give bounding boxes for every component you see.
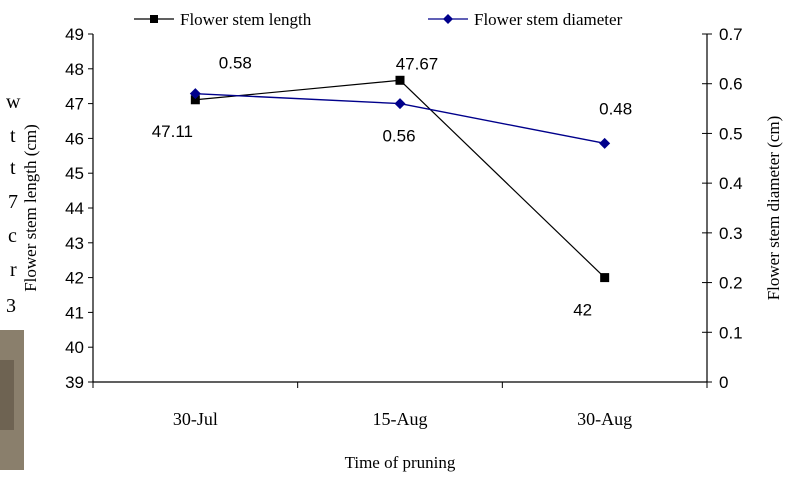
x-category-label: 30-Jul [173, 409, 218, 429]
data-point-stem-diameter [599, 137, 611, 149]
series-markers-stem-length [190, 75, 610, 283]
data-label-stem-diameter: 0.56 [382, 127, 415, 146]
legend-marker-square-icon [150, 15, 158, 23]
right-y-tick-label: 0.1 [719, 323, 743, 342]
background-photo-shade [0, 360, 14, 430]
data-label-stem-diameter: 0.48 [599, 99, 632, 118]
background-letter: w [6, 91, 21, 113]
data-labels: 47.11 47.67 42 0.58 0.56 0.48 [152, 54, 633, 320]
right-y-tick-label: 0.5 [719, 124, 743, 143]
x-category-label: 15-Aug [373, 409, 428, 429]
data-point-stem-diameter [189, 88, 201, 100]
right-y-ticks: 0 0.1 0.2 0.3 0.4 0.5 0.6 0.7 [702, 25, 743, 392]
legend-marker-diamond-icon [443, 14, 453, 24]
legend-label-stem-length: Flower stem length [180, 10, 312, 29]
background-letter: t [10, 125, 16, 147]
background-letter: 7 [8, 191, 18, 213]
right-y-tick-label: 0.2 [719, 274, 743, 293]
background-letter: 3 [6, 295, 16, 317]
x-category-label: 30-Aug [577, 409, 632, 429]
series-layer [189, 75, 611, 283]
data-label-stem-length: 42 [573, 301, 592, 320]
left-y-axis-title: Flower stem length (cm) [21, 124, 40, 292]
left-y-tick-label: 49 [65, 25, 84, 44]
background-paragraph: w t t 7 c r 3 [6, 91, 21, 317]
legend: Flower stem length Flower stem diameter [134, 10, 623, 29]
background-letter: t [10, 157, 16, 179]
background-letter: c [8, 225, 17, 247]
right-y-tick-label: 0.6 [719, 75, 743, 94]
left-y-tick-label: 44 [65, 199, 84, 218]
data-point-stem-length [600, 273, 610, 283]
data-label-stem-diameter: 0.58 [219, 54, 252, 73]
data-point-stem-length [190, 95, 200, 105]
legend-label-stem-diameter: Flower stem diameter [474, 10, 623, 29]
right-y-axis-title: Flower stem diameter (cm) [764, 116, 783, 301]
data-point-stem-length [395, 75, 405, 85]
background-letter: r [10, 259, 17, 281]
left-y-tick-label: 41 [65, 303, 84, 322]
data-label-stem-length: 47.67 [396, 54, 439, 73]
left-y-tick-label: 43 [65, 234, 84, 253]
right-y-tick-label: 0.4 [719, 174, 743, 193]
left-y-ticks: 39 40 41 42 43 44 45 46 47 48 49 [65, 25, 93, 392]
left-y-tick-label: 48 [65, 60, 84, 79]
left-y-tick-label: 42 [65, 269, 84, 288]
data-point-stem-diameter [394, 98, 406, 110]
x-axis-title: Time of pruning [345, 453, 456, 472]
right-y-tick-label: 0 [719, 373, 728, 392]
left-y-tick-label: 46 [65, 129, 84, 148]
right-y-tick-label: 0.7 [719, 25, 743, 44]
left-y-tick-label: 47 [65, 95, 84, 114]
series-markers-stem-diameter [189, 88, 611, 149]
x-ticks: 30-Jul 15-Aug 30-Aug [92, 382, 708, 429]
right-y-tick-label: 0.3 [719, 224, 743, 243]
series-line-stem-length [195, 79, 606, 279]
data-label-stem-length: 47.11 [152, 122, 193, 141]
left-y-tick-label: 45 [65, 164, 84, 183]
left-y-tick-label: 40 [65, 338, 84, 357]
left-y-tick-label: 39 [65, 373, 84, 392]
